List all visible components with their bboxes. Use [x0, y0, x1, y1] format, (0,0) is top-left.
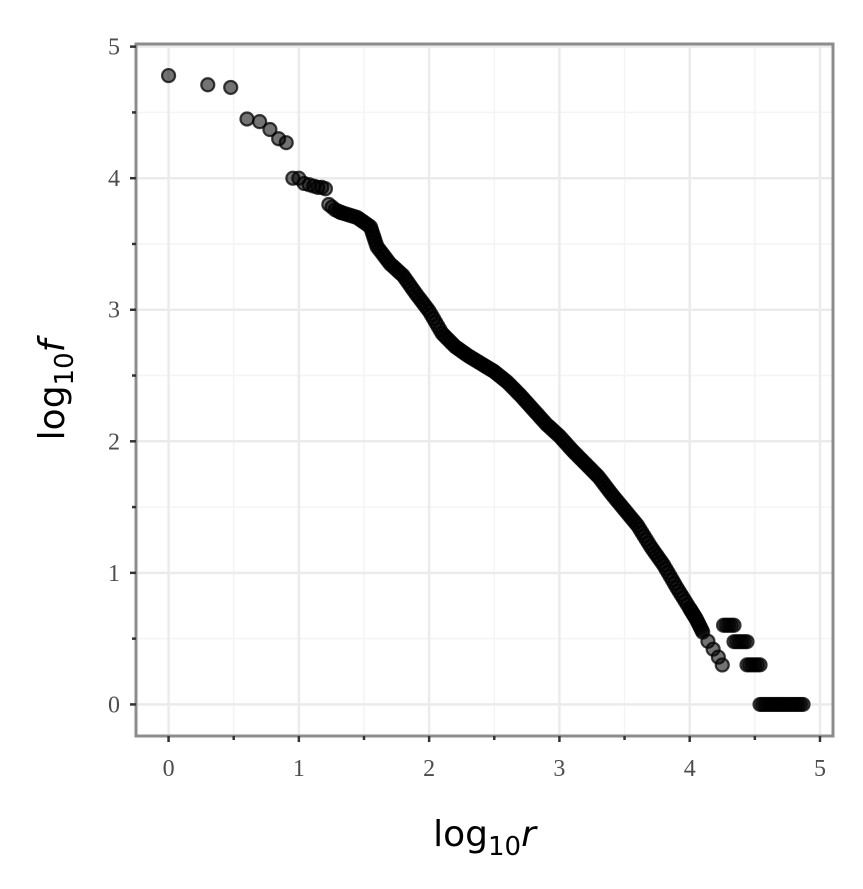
data-point	[160, 67, 177, 84]
y-tick-label: 3	[108, 298, 120, 324]
data-point	[714, 657, 730, 673]
y-axis-title: log10f	[32, 334, 80, 440]
data-point	[252, 114, 268, 130]
data-point	[278, 135, 294, 151]
data-point	[739, 634, 755, 650]
x-axis-title: log10r	[433, 814, 538, 862]
data-point	[200, 77, 216, 93]
y-tick-label: 1	[108, 561, 120, 587]
x-tick-label: 3	[553, 756, 565, 782]
x-tick-label: 0	[163, 756, 175, 782]
data-point	[223, 79, 239, 96]
y-tick-label: 0	[108, 692, 120, 718]
x-tick-label: 4	[684, 756, 696, 782]
y-tick-label: 4	[108, 166, 120, 192]
data-point	[239, 111, 255, 127]
data-points	[160, 67, 811, 713]
data-point	[752, 657, 768, 673]
data-point	[262, 121, 278, 138]
x-tick-label: 2	[423, 756, 435, 782]
plot-frame	[134, 42, 835, 738]
tick-labels: 0 1 2 3 4 5 0 1 2 3 4 5	[108, 35, 826, 782]
data-point	[726, 617, 742, 633]
grid-lines	[136, 44, 833, 736]
y-tick-label: 2	[108, 429, 120, 455]
data-point	[795, 696, 811, 713]
y-tick-label: 5	[108, 35, 120, 61]
x-tick-label: 1	[293, 756, 305, 782]
data-point	[317, 181, 334, 197]
axis-ticks	[130, 45, 822, 742]
x-tick-label: 5	[814, 756, 826, 782]
